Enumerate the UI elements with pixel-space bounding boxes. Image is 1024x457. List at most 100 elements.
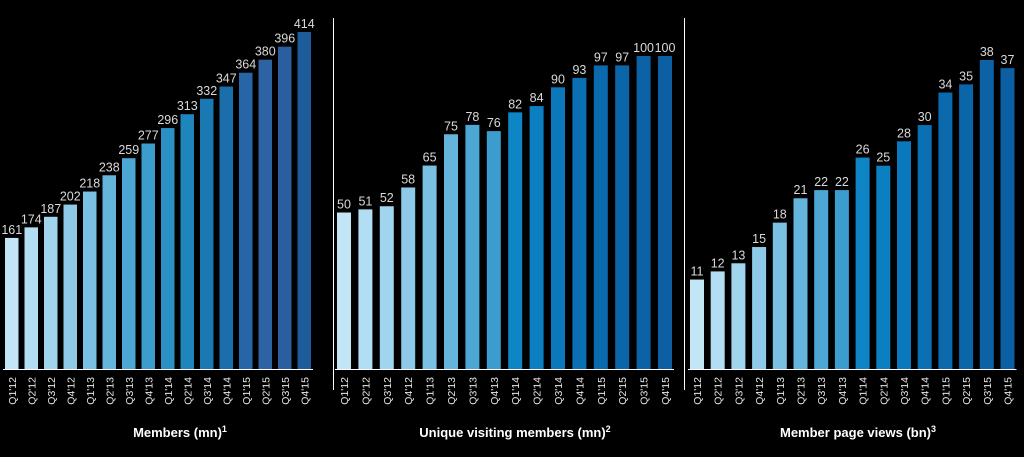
value-label: 21 [794,183,808,197]
panel-title: Members (mn)1 [133,424,227,440]
value-label: 11 [691,265,704,279]
x-tick-label: Q1'13 [425,377,437,405]
panel-title-footnote: 3 [931,424,936,434]
bar [63,204,77,369]
x-tick-label: Q1'14 [510,377,522,405]
value-label: 90 [551,72,565,86]
value-label: 174 [21,212,42,226]
value-label: 218 [79,177,100,191]
value-label: 58 [401,172,415,186]
value-label: 277 [138,129,159,143]
value-label: 30 [918,110,932,124]
bar [508,112,523,369]
value-label: 65 [423,151,437,165]
x-tick-label: Q1'12 [339,377,351,405]
x-tick-label: Q1'13 [85,377,97,405]
bar [5,237,19,369]
bar [24,227,38,369]
value-label: 332 [196,84,217,98]
bar [239,72,253,369]
x-tick-label: Q2'13 [446,377,458,405]
value-label: 18 [773,208,787,222]
x-tick-label: Q3'15 [639,377,651,405]
chart-panel-1: 161 Q1'12 174 Q2'12 187 Q3'12 202 Q4'12 218 Q1'13… [1,17,314,440]
x-tick-label: Q3'15 [982,377,994,405]
x-tick-label: Q1'13 [775,377,787,405]
value-label: 202 [60,190,81,204]
bar [731,263,746,369]
bar [444,134,458,369]
value-label: 78 [465,110,479,124]
x-tick-label: Q4'15 [1003,377,1015,405]
bar [401,187,416,369]
value-label: 25 [876,151,890,165]
value-label: 238 [99,160,120,174]
x-tick-label: Q1'12 [7,377,19,405]
bar [938,92,953,369]
bar [658,56,672,369]
bar [358,209,373,369]
panel-title-footnote: 2 [606,424,611,434]
x-tick-label: Q1'14 [163,377,175,405]
value-label: 161 [1,223,22,237]
value-label: 100 [655,41,676,55]
x-tick-label: Q2'12 [26,377,38,405]
value-label: 82 [508,97,522,111]
x-tick-label: Q3'14 [899,377,911,405]
x-tick-label: Q3'14 [553,377,565,405]
value-label: 97 [615,50,629,64]
bar [855,157,870,369]
bar [161,128,175,369]
value-label: 76 [487,116,501,130]
x-tick-label: Q1'15 [596,377,608,405]
value-label: 35 [959,69,973,83]
x-tick-label: Q3'13 [816,377,828,405]
value-label: 313 [177,99,198,113]
value-label: 84 [530,91,544,105]
bar [593,65,608,369]
x-tick-label: Q4'13 [489,377,501,405]
x-tick-label: Q4'15 [660,377,672,405]
value-label: 34 [938,78,952,92]
value-label: 364 [235,58,256,72]
x-tick-label: Q1'14 [858,377,870,405]
value-label: 51 [358,194,372,208]
value-label: 26 [856,143,870,157]
bar [1000,68,1015,369]
bar [772,222,787,369]
x-tick-label: Q4'12 [403,377,415,405]
x-tick-label: Q2'13 [104,377,116,405]
bar [636,56,651,369]
value-label: 75 [444,119,458,133]
bar [278,46,292,370]
bar [422,165,437,369]
bar [959,84,974,369]
value-label: 12 [711,256,725,270]
bar [917,125,932,369]
value-label: 97 [594,50,608,64]
x-tick-label: Q3'12 [382,377,394,405]
bar [102,175,116,369]
x-tick-label: Q3'12 [46,377,58,405]
bar [465,124,480,369]
bar [814,190,829,369]
value-label: 396 [274,32,295,46]
value-label: 347 [216,72,237,86]
bar [897,141,911,369]
value-label: 22 [814,175,828,189]
x-tick-label: Q1'15 [940,377,952,405]
x-tick-label: Q1'15 [241,377,253,405]
x-tick-label: Q4'12 [65,377,77,405]
x-tick-label: Q2'15 [617,377,629,405]
value-label: 22 [835,175,849,189]
bar [690,279,704,369]
bar [200,98,214,369]
value-label: 50 [337,198,351,212]
x-tick-label: Q3'13 [124,377,136,405]
value-label: 414 [294,17,315,31]
bar [379,206,394,369]
bar [551,87,565,370]
bar [752,247,767,369]
x-tick-label: Q2'14 [182,377,194,405]
